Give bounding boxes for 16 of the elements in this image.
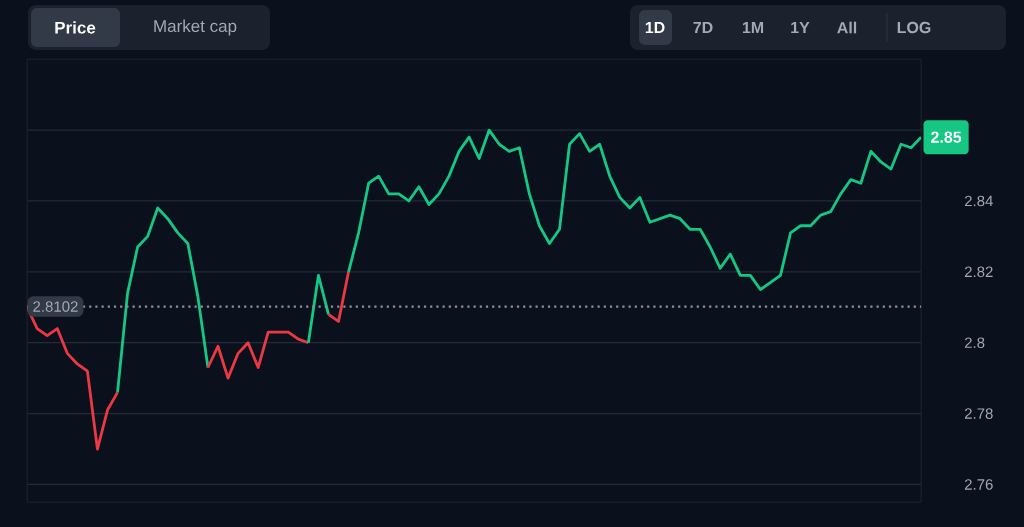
text: Market cap [154, 19, 237, 36]
text: 2.85 [931, 131, 962, 143]
text: 1Y [791, 22, 810, 34]
text: 1M [742, 22, 764, 34]
y-tick-label: 2.78 [964, 408, 993, 419]
ref-line-label: 2.8102 [33, 301, 78, 312]
text: All [837, 21, 857, 34]
y-tick-label: 2.76 [964, 479, 993, 490]
text: LOG [897, 21, 931, 34]
y-tick-label: 2.8 [964, 337, 985, 349]
line-series [116, 206, 210, 394]
text: 1D [645, 22, 665, 34]
text: Price [55, 21, 96, 34]
text: 7D [693, 22, 713, 34]
y-tick-label: 2.84 [964, 195, 993, 207]
y-tick-label: 2.82 [964, 266, 993, 278]
